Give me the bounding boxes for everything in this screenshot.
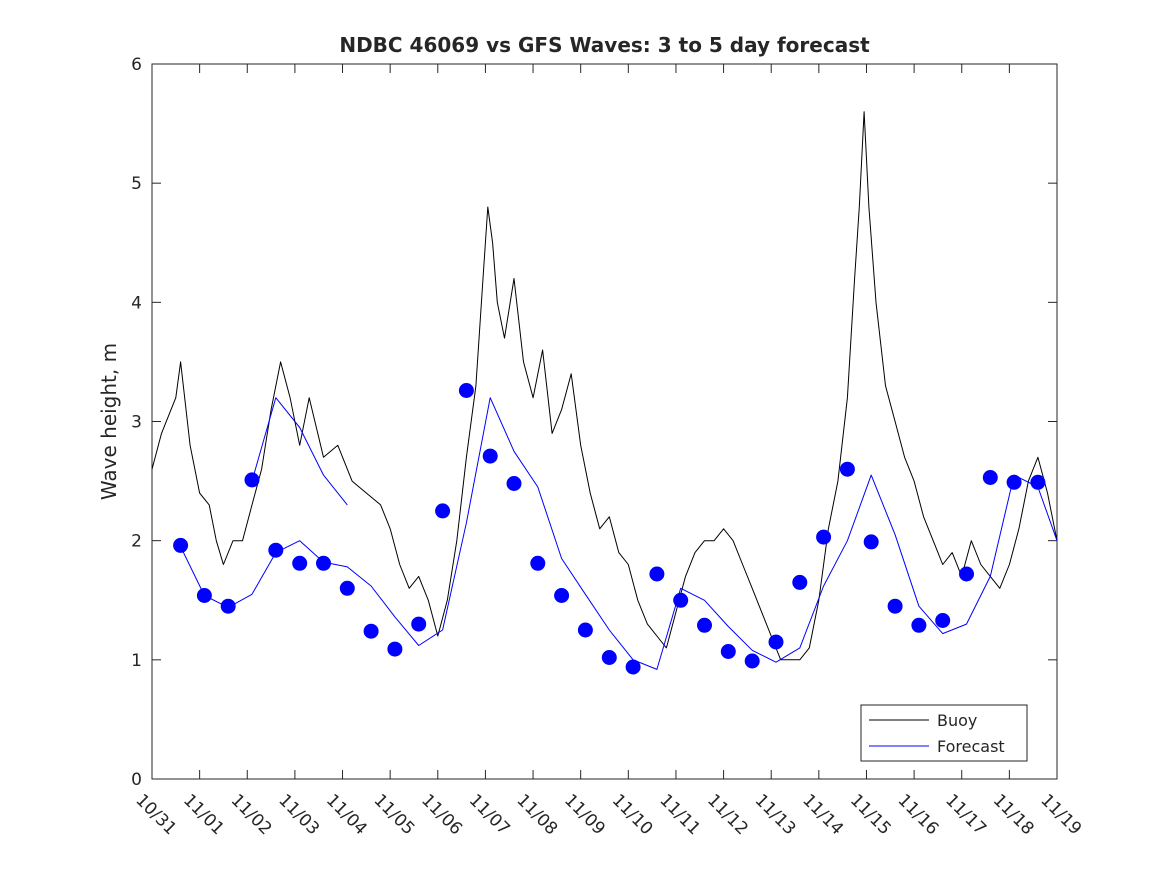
forecast-point (649, 566, 665, 582)
forecast-point (363, 623, 379, 639)
forecast-point (577, 622, 593, 638)
forecast-point (887, 598, 903, 614)
x-tick-label: 11/03 (274, 790, 323, 839)
y-tick-label: 2 (131, 532, 142, 552)
forecast-point (292, 555, 308, 571)
x-tick-label: 11/12 (703, 790, 752, 839)
forecast-point (720, 644, 736, 659)
x-tick-label: 11/06 (417, 790, 466, 839)
forecast-point (458, 383, 474, 398)
forecast-point (387, 641, 403, 657)
forecast-point (1006, 474, 1022, 490)
forecast-point (935, 613, 951, 628)
legend: Buoy Forecast (860, 704, 1028, 762)
forecast-point (697, 617, 712, 633)
forecast-point (792, 574, 808, 590)
y-tick-label: 6 (131, 55, 142, 75)
forecast-point (482, 448, 498, 464)
x-tick-label: 11/10 (608, 790, 657, 839)
forecast-point (244, 472, 260, 488)
forecast-point (268, 542, 284, 558)
forecast-point (911, 617, 927, 633)
y-tick-label: 3 (131, 413, 142, 433)
forecast-point (625, 659, 641, 675)
forecast-point (959, 566, 974, 582)
chart-title: NDBC 46069 vs GFS Waves: 3 to 5 day fore… (339, 33, 870, 57)
forecast-point (435, 503, 451, 519)
forecast-point (601, 650, 617, 665)
forecast-point (506, 476, 522, 491)
series-line-forecast-alt-run (251, 397, 348, 506)
x-tick-label: 11/08 (513, 790, 562, 839)
series-line-buoy (151, 111, 1058, 661)
forecast-point (554, 588, 570, 603)
legend-box (860, 704, 1028, 762)
x-tick-label: 11/01 (179, 790, 228, 839)
x-tick-label: 10/31 (131, 790, 180, 839)
forecast-point (316, 555, 331, 571)
forecast-point (816, 529, 832, 545)
forecast-point (982, 470, 998, 485)
x-tick-label: 11/13 (751, 790, 800, 839)
marker-layer (173, 383, 1046, 675)
forecast-point (839, 461, 855, 477)
x-tick-label: 11/19 (1036, 790, 1085, 839)
y-tick-label: 5 (131, 174, 142, 194)
x-tick-label: 11/02 (227, 790, 276, 839)
x-tick-label: 11/15 (846, 790, 895, 839)
x-tick-label: 11/07 (465, 790, 514, 839)
forecast-point (220, 598, 236, 614)
plot-frame (151, 63, 1058, 780)
x-tick-label: 11/04 (322, 790, 371, 839)
legend-label-forecast: Forecast (937, 737, 1005, 756)
x-tick-label: 11/09 (560, 790, 609, 839)
forecast-point (196, 588, 212, 603)
y-tick-label: 4 (131, 293, 142, 313)
x-tick-label: 11/05 (370, 790, 419, 839)
y-axis-label: Wave height, m (97, 343, 121, 500)
x-tick-label: 11/16 (894, 790, 943, 839)
legend-label-buoy: Buoy (937, 711, 977, 730)
x-tick-label: 11/11 (655, 790, 704, 839)
forecast-point (673, 592, 689, 608)
forecast-point (411, 616, 427, 632)
x-tick-label: 11/18 (989, 790, 1038, 839)
forecast-point (1030, 474, 1046, 490)
y-tick-label: 1 (131, 651, 142, 671)
y-tick-label: 0 (131, 770, 142, 790)
forecast-point (530, 555, 546, 571)
forecast-point (863, 534, 879, 550)
x-tick-label: 11/14 (798, 790, 847, 839)
x-tick-label: 11/17 (941, 790, 990, 839)
forecast-point (744, 653, 760, 669)
forecast-point (339, 580, 355, 596)
forecast-point (768, 634, 784, 650)
forecast-point (173, 537, 189, 553)
